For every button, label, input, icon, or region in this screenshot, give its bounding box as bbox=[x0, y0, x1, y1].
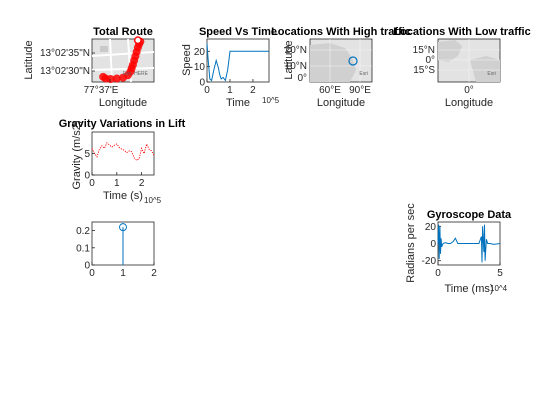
stem-marks bbox=[119, 223, 127, 265]
low-traffic-landmass bbox=[438, 40, 500, 82]
route-point bbox=[112, 74, 121, 83]
route-point bbox=[106, 74, 115, 83]
total-route-block bbox=[100, 46, 108, 52]
high-traffic-title: Locations With High traffic bbox=[271, 26, 411, 38]
total-route-title: Total Route bbox=[93, 26, 153, 38]
gravity-xlabel: Time (s) bbox=[103, 190, 143, 202]
low-traffic-title: Locations With Low traffic bbox=[393, 26, 530, 38]
stem-xtick-label: 2 bbox=[151, 268, 157, 279]
gravity-axes[interactable] bbox=[91, 131, 155, 176]
stem-ytick-label: 0 bbox=[84, 261, 90, 272]
gravity-ytick-label: 5 bbox=[84, 149, 90, 160]
gyroscope-x-exponent: 10^4 bbox=[490, 284, 508, 293]
low-traffic-ytick-label: 15°S bbox=[413, 65, 435, 76]
panel-high-traffic: Locations With High traffic Esri 20°N 10… bbox=[271, 26, 411, 109]
high-traffic-grid bbox=[310, 39, 372, 82]
high-traffic-attribution: Esri bbox=[359, 71, 368, 77]
high-traffic-xtick-label: 60°E bbox=[319, 85, 341, 96]
stem-ytick-label: 0.2 bbox=[76, 226, 90, 237]
high-traffic-ytick-label: 20°N bbox=[285, 45, 307, 56]
route-end-marker bbox=[134, 36, 142, 44]
gravity-xtick-label: 0 bbox=[89, 178, 95, 189]
high-traffic-xtick-label: 90°E bbox=[349, 85, 371, 96]
gyroscope-ytick-label: 0 bbox=[430, 239, 436, 250]
gravity-xtick-label: 1 bbox=[114, 178, 120, 189]
low-traffic-xtick-label: 0° bbox=[464, 85, 474, 96]
panel-total-route: Total Route Esri, HERE 13°02'35"N 13°02'… bbox=[23, 26, 155, 109]
high-traffic-landmass bbox=[310, 43, 356, 82]
speed-axes[interactable] bbox=[206, 38, 270, 83]
stem-ytick-label: 0.1 bbox=[76, 243, 90, 254]
speed-x-exponent: 10^5 bbox=[262, 96, 280, 105]
speed-xtick-label: 0 bbox=[204, 85, 210, 96]
speed-series-line bbox=[206, 43, 269, 82]
total-route-xlabel: Longitude bbox=[99, 97, 147, 109]
gyroscope-ytick-label: -20 bbox=[422, 256, 437, 267]
total-route-xtick-label: 77°37'E bbox=[84, 85, 119, 96]
route-points bbox=[99, 36, 145, 83]
speed-xtick-label: 1 bbox=[227, 85, 233, 96]
speed-title: Speed Vs Time bbox=[199, 26, 277, 38]
low-traffic-attribution: Esri bbox=[487, 71, 496, 77]
low-traffic-ytick-label: 0° bbox=[425, 55, 435, 66]
speed-ytick-label: 0 bbox=[199, 78, 205, 89]
gravity-title: Gravity Variations in Lift bbox=[59, 118, 186, 130]
gyroscope-title: Gyroscope Data bbox=[427, 209, 512, 221]
speed-ytick-label: 20 bbox=[194, 47, 206, 58]
gravity-xtick-label: 2 bbox=[139, 178, 145, 189]
speed-ytick-label: 10 bbox=[194, 62, 206, 73]
stem-xtick-label: 0 bbox=[89, 268, 95, 279]
gyroscope-xtick-label: 5 bbox=[497, 268, 503, 279]
gyroscope-ylabel: Radians per sec bbox=[405, 203, 417, 283]
panel-low-traffic: Locations With Low traffic Esri 15°N 0° … bbox=[393, 26, 530, 109]
gravity-series-line bbox=[91, 142, 155, 161]
total-route-streets bbox=[91, 38, 155, 83]
high-traffic-marker[interactable] bbox=[348, 56, 358, 66]
gyroscope-xlabel: Time (ms) bbox=[444, 283, 493, 295]
low-traffic-grid bbox=[438, 39, 500, 82]
total-route-ytick-label: 13°02'30"N bbox=[40, 66, 90, 77]
gravity-x-exponent: 10^5 bbox=[144, 196, 162, 205]
gyroscope-ytick-label: 20 bbox=[425, 222, 437, 233]
high-traffic-ytick-label: 0° bbox=[297, 73, 307, 84]
speed-xlabel: Time bbox=[226, 97, 250, 109]
panel-stem: 0 1 2 0 0.1 0.2 bbox=[76, 221, 157, 279]
low-traffic-xlabel: Longitude bbox=[445, 97, 493, 109]
gyroscope-xtick-label: 0 bbox=[435, 268, 441, 279]
gravity-ylabel: Gravity (m/s2) bbox=[71, 120, 83, 189]
speed-ylabel: Speed bbox=[181, 44, 193, 76]
high-traffic-ylabel: Latitude bbox=[283, 40, 295, 79]
gravity-ticks: 0 1 2 0 5 bbox=[84, 149, 144, 189]
gyroscope-series-line bbox=[437, 224, 501, 263]
gravity-ytick-label: 0 bbox=[84, 171, 90, 182]
high-traffic-xlabel: Longitude bbox=[317, 97, 365, 109]
speed-xtick-label: 2 bbox=[250, 85, 256, 96]
stem-marker bbox=[119, 223, 127, 232]
high-traffic-ytick-label: 10°N bbox=[285, 61, 307, 72]
total-route-ylabel: Latitude bbox=[23, 40, 35, 79]
total-route-attribution: Esri, HERE bbox=[123, 71, 149, 77]
total-route-ytick-label: 13°02'35"N bbox=[40, 48, 90, 59]
stem-xtick-label: 1 bbox=[120, 268, 126, 279]
panel-gravity: Gravity Variations in Lift 0 1 2 0 5 Time (s… bbox=[59, 118, 186, 205]
low-traffic-ytick-label: 15°N bbox=[413, 45, 435, 56]
